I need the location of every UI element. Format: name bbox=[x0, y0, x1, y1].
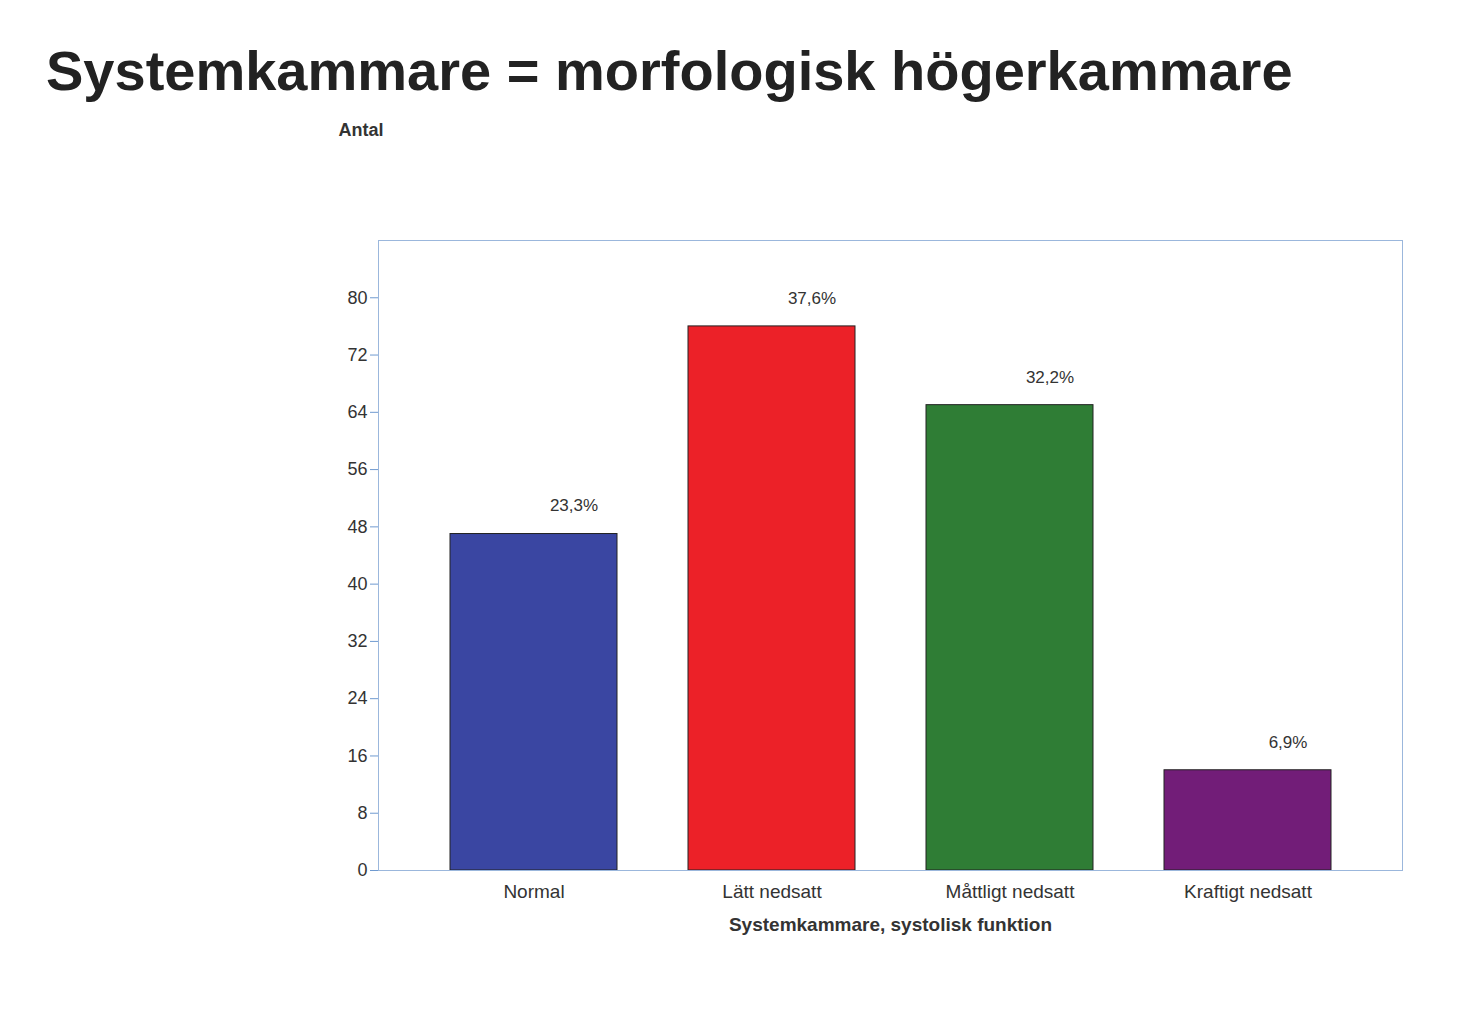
svg-text:24: 24 bbox=[347, 688, 367, 708]
svg-text:23,3%: 23,3% bbox=[550, 496, 598, 515]
svg-text:Kraftigt nedsatt: Kraftigt nedsatt bbox=[1184, 881, 1313, 902]
svg-text:40: 40 bbox=[347, 574, 367, 594]
svg-text:72: 72 bbox=[347, 345, 367, 365]
svg-text:Normal: Normal bbox=[503, 881, 564, 902]
svg-text:Måttligt nedsatt: Måttligt nedsatt bbox=[946, 881, 1076, 902]
svg-text:0: 0 bbox=[357, 860, 367, 880]
svg-text:56: 56 bbox=[347, 459, 367, 479]
svg-text:48: 48 bbox=[347, 517, 367, 537]
svg-text:37,6%: 37,6% bbox=[788, 289, 836, 308]
svg-text:Antal: Antal bbox=[339, 120, 384, 140]
svg-text:Systemkammare, systolisk funkt: Systemkammare, systolisk funktion bbox=[729, 914, 1052, 935]
svg-text:Lätt nedsatt: Lätt nedsatt bbox=[722, 881, 822, 902]
svg-text:80: 80 bbox=[347, 288, 367, 308]
svg-text:6,9%: 6,9% bbox=[1269, 733, 1308, 752]
svg-text:16: 16 bbox=[347, 746, 367, 766]
svg-text:32: 32 bbox=[347, 631, 367, 651]
svg-text:8: 8 bbox=[357, 803, 367, 823]
svg-text:64: 64 bbox=[347, 402, 367, 422]
html-text:Systemkammare = morfologisk hö: Systemkammare = morfologisk högerkammare bbox=[46, 39, 1293, 102]
svg-text:32,2%: 32,2% bbox=[1026, 368, 1074, 387]
